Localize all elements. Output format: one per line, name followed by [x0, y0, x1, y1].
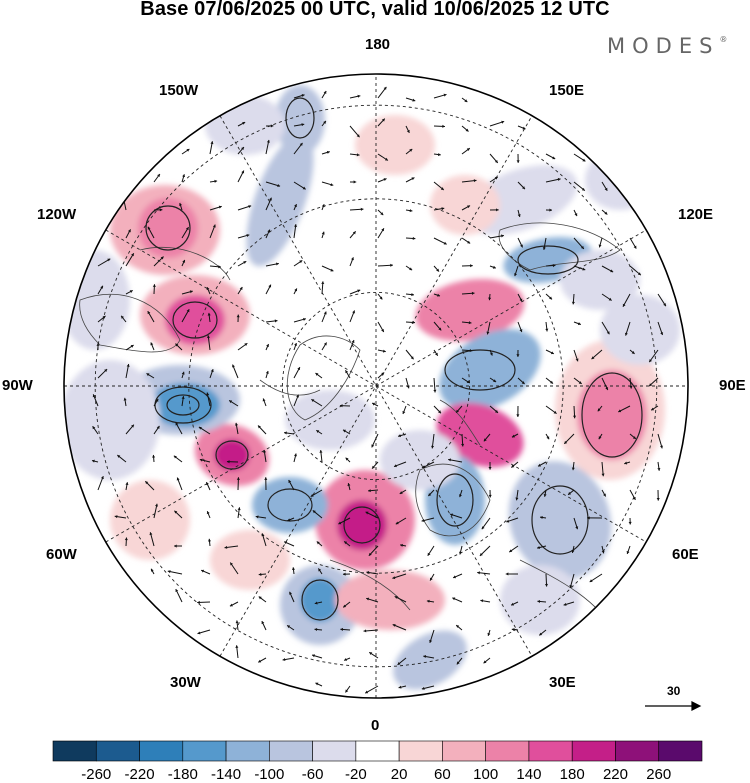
vector-scale-arrow [645, 701, 702, 711]
colorbar-tick-label: 100 [473, 766, 498, 783]
colorbar-swatch [398, 740, 443, 762]
lon-label-120e: 120E [678, 206, 714, 223]
lon-label-30e: 30E [549, 674, 576, 691]
colorbar-ticks: -260 -220 -180 -140 -100 -60 -20 20 60 100 140 180 2… [81, 766, 671, 783]
colorbar-swatch [269, 740, 313, 762]
colorbar-tick-label: -180 [168, 766, 198, 783]
lon-label-0: 0 [371, 717, 380, 734]
colorbar-tick-label: 180 [560, 766, 585, 783]
lon-label-60w: 60W [46, 546, 77, 563]
colorbar-swatch [139, 740, 184, 762]
colorbar-swatch [182, 740, 227, 762]
lon-label-150w: 150W [159, 82, 199, 99]
colorbar-tick-label: -60 [302, 766, 324, 783]
colorbar-swatch [485, 740, 530, 762]
colorbar-tick-label: 60 [434, 766, 451, 783]
lon-label-90e: 90E [719, 377, 746, 394]
modes-logo: MODES® [607, 34, 728, 58]
lon-label-60e: 60E [672, 546, 699, 563]
colorbar-tick-label: 140 [516, 766, 541, 783]
lon-label-180: 180 [365, 36, 391, 53]
colorbar [52, 740, 703, 762]
lat-lon-grid [64, 74, 688, 698]
colorbar-swatch [571, 740, 616, 762]
colorbar-tick-label: 260 [646, 766, 671, 783]
colorbar-swatch [355, 740, 400, 762]
colorbar-tick-label: -20 [345, 766, 367, 783]
colorbar-swatch [442, 740, 486, 762]
anomaly-field [64, 85, 680, 690]
colorbar-tick-label: -260 [81, 766, 111, 783]
colorbar-swatch [95, 740, 140, 762]
lon-label-90w: 90W [2, 377, 33, 394]
colorbar-tick-label: -140 [211, 766, 241, 783]
colorbar-swatch [615, 740, 660, 762]
colorbar-swatch [52, 740, 97, 762]
map-title: Base 07/06/2025 00 UTC, valid 10/06/2025… [140, 0, 610, 20]
lon-label-30w: 30W [170, 674, 201, 691]
colorbar-tick-label: 20 [391, 766, 408, 783]
map-border [63, 73, 689, 699]
colorbar-swatch [658, 740, 703, 762]
colorbar-swatch [528, 740, 573, 762]
vector-scale-label: 30 [667, 684, 681, 698]
colorbar-tick-label: -100 [254, 766, 284, 783]
colorbar-swatch [225, 740, 270, 762]
wind-vectors [91, 86, 667, 694]
height-contours [145, 97, 643, 621]
colorbar-tick-label: -220 [125, 766, 155, 783]
colorbar-swatch [312, 740, 357, 762]
lon-label-150e: 150E [549, 82, 585, 99]
colorbar-tick-label: 220 [603, 766, 628, 783]
lon-label-120w: 120W [37, 206, 77, 223]
